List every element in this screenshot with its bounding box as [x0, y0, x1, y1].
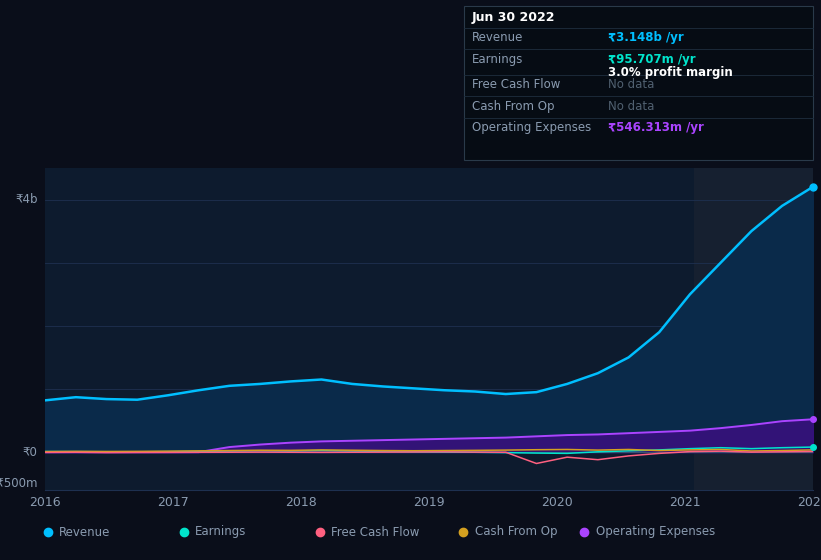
Text: Cash From Op: Cash From Op [472, 100, 554, 113]
Text: Revenue: Revenue [472, 31, 524, 44]
Text: Operating Expenses: Operating Expenses [472, 121, 591, 134]
Text: Earnings: Earnings [195, 525, 246, 539]
Text: Operating Expenses: Operating Expenses [595, 525, 715, 539]
Text: Earnings: Earnings [472, 53, 524, 66]
Text: Cash From Op: Cash From Op [475, 525, 557, 539]
Text: Revenue: Revenue [59, 525, 111, 539]
Text: ₹546.313m /yr: ₹546.313m /yr [608, 121, 704, 134]
Text: ₹0: ₹0 [23, 446, 38, 459]
Text: Free Cash Flow: Free Cash Flow [331, 525, 420, 539]
Text: Jun 30 2022: Jun 30 2022 [472, 11, 556, 24]
Text: -₹500m: -₹500m [0, 477, 38, 490]
Text: Free Cash Flow: Free Cash Flow [472, 78, 561, 91]
Text: ₹95.707m /yr: ₹95.707m /yr [608, 53, 695, 66]
Text: ₹3.148b /yr: ₹3.148b /yr [608, 31, 683, 44]
Bar [694, 168, 813, 490]
Text: No data: No data [608, 100, 654, 113]
Text: ₹4b: ₹4b [15, 193, 38, 206]
Text: No data: No data [608, 78, 654, 91]
Text: 3.0% profit margin: 3.0% profit margin [608, 66, 732, 79]
